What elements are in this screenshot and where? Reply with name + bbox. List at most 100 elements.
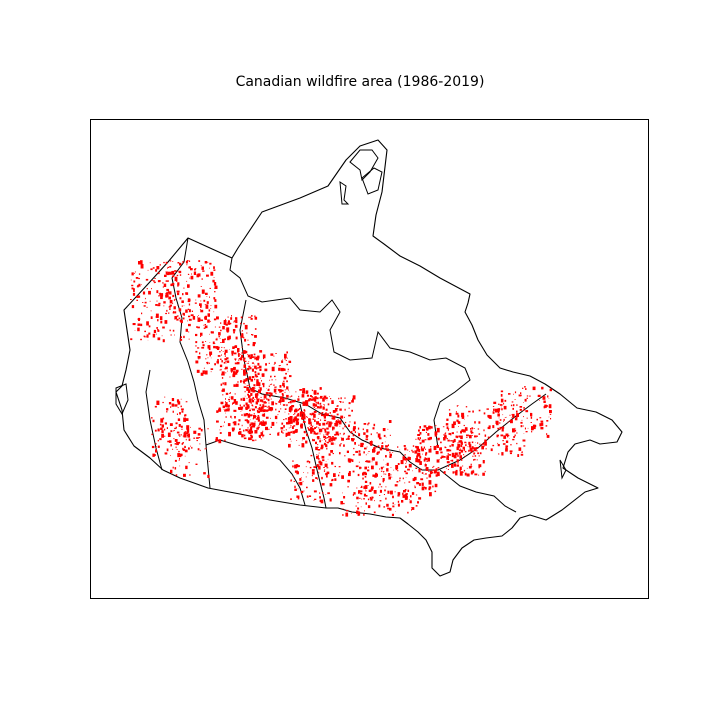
fire-patch	[446, 456, 449, 460]
fire-patch	[150, 268, 153, 271]
fire-patch	[244, 360, 247, 362]
fire-patch	[522, 425, 524, 427]
fire-patch	[310, 429, 313, 433]
fire-patch	[197, 316, 198, 318]
fire-patch	[465, 406, 468, 408]
fire-patch	[416, 453, 420, 457]
fire-patch	[397, 495, 400, 497]
fire-patch	[163, 305, 165, 307]
fire-patch	[291, 409, 293, 411]
fire-patch	[250, 388, 253, 392]
fire-patch	[155, 316, 159, 318]
fire-patch	[478, 474, 480, 476]
fire-patch	[270, 407, 274, 411]
fire-patch	[376, 446, 378, 449]
fire-patch	[301, 443, 305, 448]
fire-patch	[231, 371, 232, 373]
fire-patch	[478, 466, 480, 469]
fire-patch	[180, 398, 182, 400]
fire-patch	[426, 460, 429, 462]
fire-patch	[158, 293, 160, 294]
fire-patch	[351, 400, 354, 403]
fire-patch	[198, 315, 199, 316]
fire-patch	[340, 501, 343, 505]
fire-patch	[232, 374, 236, 377]
fire-patch	[314, 404, 318, 407]
fire-patch	[271, 421, 275, 426]
fire-patch	[452, 471, 455, 474]
fire-patch	[142, 302, 144, 303]
fire-patch	[278, 389, 282, 392]
fire-patch	[166, 290, 168, 292]
fire-patch	[332, 436, 334, 438]
fire-patch	[239, 428, 241, 430]
fire-patch	[254, 394, 257, 396]
fire-patch	[546, 420, 549, 422]
fire-patch	[240, 316, 243, 319]
fire-patch	[412, 470, 413, 472]
fire-patch	[250, 354, 253, 358]
fire-patch	[225, 372, 227, 374]
fire-patch	[352, 493, 354, 496]
fire-patch	[232, 429, 235, 432]
fire-patch	[190, 275, 194, 280]
fire-patch	[291, 400, 294, 402]
fire-patch	[378, 504, 381, 508]
fire-patch	[180, 405, 182, 408]
fire-patch	[252, 357, 254, 359]
fire-patch	[279, 399, 281, 402]
fire-patch	[219, 432, 222, 434]
fire-patch	[260, 421, 262, 423]
fire-patch	[186, 425, 190, 430]
fire-patch	[162, 282, 164, 284]
fire-patch	[351, 513, 352, 514]
fire-patch	[182, 261, 184, 263]
fire-patch	[299, 481, 303, 486]
fire-patch	[406, 461, 407, 463]
fire-patch	[262, 422, 265, 424]
fire-patch	[448, 432, 452, 435]
fire-patch	[265, 416, 269, 419]
fire-patch	[189, 266, 191, 269]
fire-patch	[456, 431, 458, 433]
fire-patch	[313, 400, 315, 402]
fire-patch	[254, 387, 256, 389]
fire-patch	[202, 344, 205, 347]
fire-patch	[451, 452, 455, 458]
fire-patch	[332, 422, 333, 424]
fire-patch	[250, 408, 252, 410]
fire-patch	[279, 385, 282, 388]
fire-patch	[330, 442, 334, 445]
fire-patch	[533, 424, 535, 427]
fire-patch	[435, 468, 438, 471]
fire-patch	[218, 326, 221, 328]
fire-patch	[389, 456, 392, 458]
fire-patch	[402, 492, 404, 495]
fire-patch	[282, 399, 285, 402]
fire-patch	[314, 498, 317, 500]
fire-patch	[376, 452, 379, 455]
fire-patch	[246, 404, 250, 409]
fire-patch	[151, 433, 153, 436]
fire-patch	[270, 409, 272, 412]
fire-patch	[325, 433, 327, 435]
fire-patch	[179, 274, 182, 276]
fire-patch	[209, 267, 210, 269]
fire-patch	[495, 408, 498, 413]
fire-patch	[389, 434, 391, 436]
fire-patch	[251, 404, 253, 406]
fire-patch	[264, 413, 265, 414]
fire-patch	[306, 417, 308, 418]
fire-patch	[323, 467, 325, 468]
fire-patch	[243, 336, 245, 339]
fire-patch	[185, 292, 189, 295]
fire-patch	[470, 430, 473, 433]
fire-patch	[178, 459, 180, 461]
fire-patch	[243, 437, 247, 440]
fire-patch	[450, 440, 452, 442]
fire-patch	[285, 418, 287, 420]
fire-patch	[224, 352, 226, 355]
fire-patch	[167, 266, 169, 268]
fire-patch	[293, 418, 295, 420]
